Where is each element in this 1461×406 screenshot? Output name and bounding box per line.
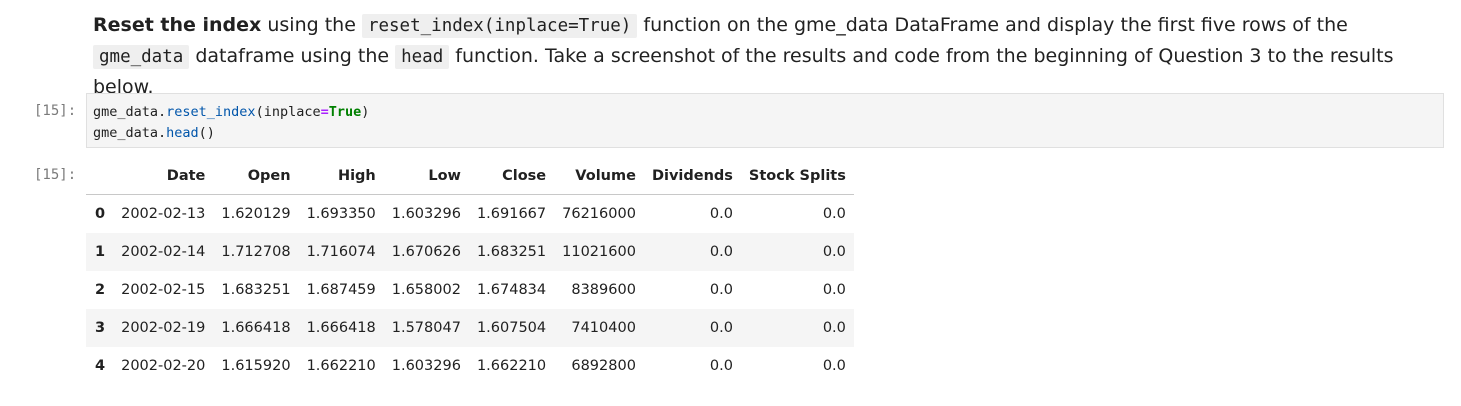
code-token-keyword: True: [328, 104, 362, 120]
cell-volume: 11021600: [554, 233, 644, 271]
cell-high: 1.666418: [298, 309, 384, 347]
cell-low: 1.658002: [391, 282, 461, 298]
table-header-row: Date Open High Low Close Volume Dividend…: [86, 158, 854, 195]
code-cell-editor[interactable]: gme_data.reset_index(inplace=True) gme_d…: [86, 93, 1444, 148]
table-row: 1 2002-02-14 1.712708 1.716074 1.670626 …: [86, 233, 854, 271]
cell-stock-splits: 0.0: [740, 233, 854, 271]
cell-close: 1.691667: [476, 206, 547, 222]
column-header-close: Close: [468, 158, 555, 195]
code-token-paren: ): [361, 104, 370, 120]
column-header-stock-splits: Stock Splits: [740, 158, 854, 195]
cell-high: 1.693350: [306, 206, 376, 222]
column-header-high: High: [298, 158, 384, 195]
column-header-volume: Volume: [554, 158, 644, 195]
cell-low: 1.670626: [383, 233, 469, 271]
cell-dividends: 0.0: [643, 309, 741, 347]
cell-high: 1.662210: [306, 358, 376, 374]
cell-date: 2002-02-20: [121, 358, 206, 374]
cell-volume: 6892800: [571, 358, 636, 374]
cell-open: 1.620129: [221, 206, 291, 222]
cell-stock-splits: 0.0: [740, 309, 854, 347]
cell-open: 1.712708: [213, 233, 299, 271]
cell-volume: 8389600: [571, 282, 636, 298]
cell-low: 1.603296: [391, 206, 461, 222]
column-header-index: [86, 158, 114, 195]
inline-code-gme-data: gme_data: [93, 45, 190, 69]
cell-date: 2002-02-19: [113, 309, 214, 347]
instructions-text-4: function. Take a screenshot of the resul…: [93, 45, 1394, 98]
code-token-arg: (inplace: [255, 104, 321, 120]
cell-low: 1.578047: [383, 309, 469, 347]
code-line-2: gme_data.head(): [93, 125, 215, 141]
table-row: 4 2002-02-20 1.615920 1.662210 1.603296 …: [86, 347, 854, 385]
column-header-open: Open: [213, 158, 299, 195]
row-index: 1: [86, 233, 114, 271]
cell-date: 2002-02-13: [121, 206, 206, 222]
input-prompt: [15]:: [34, 103, 77, 119]
code-token-object: gme_data.: [93, 104, 167, 120]
instructions-bold-lead: Reset the index: [93, 14, 262, 36]
cell-high: 1.687459: [306, 282, 376, 298]
inline-code-reset-index: reset_index(inplace=True): [361, 14, 638, 38]
code-token-call: (): [198, 125, 215, 141]
cell-volume: 76216000: [562, 206, 636, 222]
code-token-method: reset_index: [166, 104, 256, 120]
cell-open: 1.666418: [213, 309, 299, 347]
cell-dividends: 0.0: [709, 358, 733, 374]
cell-close: 1.683251: [468, 233, 555, 271]
row-index: 2: [95, 282, 106, 298]
cell-open: 1.683251: [221, 282, 291, 298]
cell-dividends: 0.0: [709, 206, 733, 222]
cell-open: 1.615920: [221, 358, 291, 374]
code-token-method: head: [166, 125, 199, 141]
cell-low: 1.603296: [391, 358, 461, 374]
column-header-date: Date: [113, 158, 214, 195]
instructions-paragraph: Reset the index using the reset_index(in…: [93, 10, 1443, 102]
code-line-1: gme_data.reset_index(inplace=True): [93, 104, 369, 120]
inline-code-head: head: [395, 45, 450, 69]
table-row: 2 2002-02-15 1.683251 1.687459 1.658002 …: [86, 271, 854, 309]
column-header-low: Low: [383, 158, 469, 195]
output-prompt: [15]:: [34, 167, 77, 183]
cell-dividends: 0.0: [643, 233, 741, 271]
instructions-text-1: using the: [261, 14, 362, 36]
cell-stock-splits: 0.0: [822, 206, 846, 222]
dataframe-output-table: Date Open High Low Close Volume Dividend…: [86, 158, 854, 385]
column-header-dividends: Dividends: [643, 158, 741, 195]
instructions-text-3: dataframe using the: [189, 45, 396, 67]
instructions-text-2: function on the gme_data DataFrame and d…: [637, 14, 1348, 36]
row-index: 4: [95, 358, 106, 374]
cell-close: 1.674834: [476, 282, 547, 298]
table-row: 3 2002-02-19 1.666418 1.666418 1.578047 …: [86, 309, 854, 347]
cell-date: 2002-02-14: [113, 233, 214, 271]
row-index: 3: [86, 309, 114, 347]
row-index: 0: [95, 206, 106, 222]
cell-high: 1.716074: [298, 233, 384, 271]
cell-date: 2002-02-15: [121, 282, 206, 298]
cell-close: 1.662210: [476, 358, 547, 374]
cell-dividends: 0.0: [709, 282, 733, 298]
cell-stock-splits: 0.0: [822, 358, 846, 374]
cell-volume: 7410400: [554, 309, 644, 347]
code-token-object: gme_data.: [93, 125, 167, 141]
cell-close: 1.607504: [468, 309, 555, 347]
cell-stock-splits: 0.0: [822, 282, 846, 298]
code-token-operator: =: [320, 104, 329, 120]
markdown-cell[interactable]: Reset the index using the reset_index(in…: [93, 10, 1443, 102]
table-row: 0 2002-02-13 1.620129 1.693350 1.603296 …: [86, 195, 854, 234]
